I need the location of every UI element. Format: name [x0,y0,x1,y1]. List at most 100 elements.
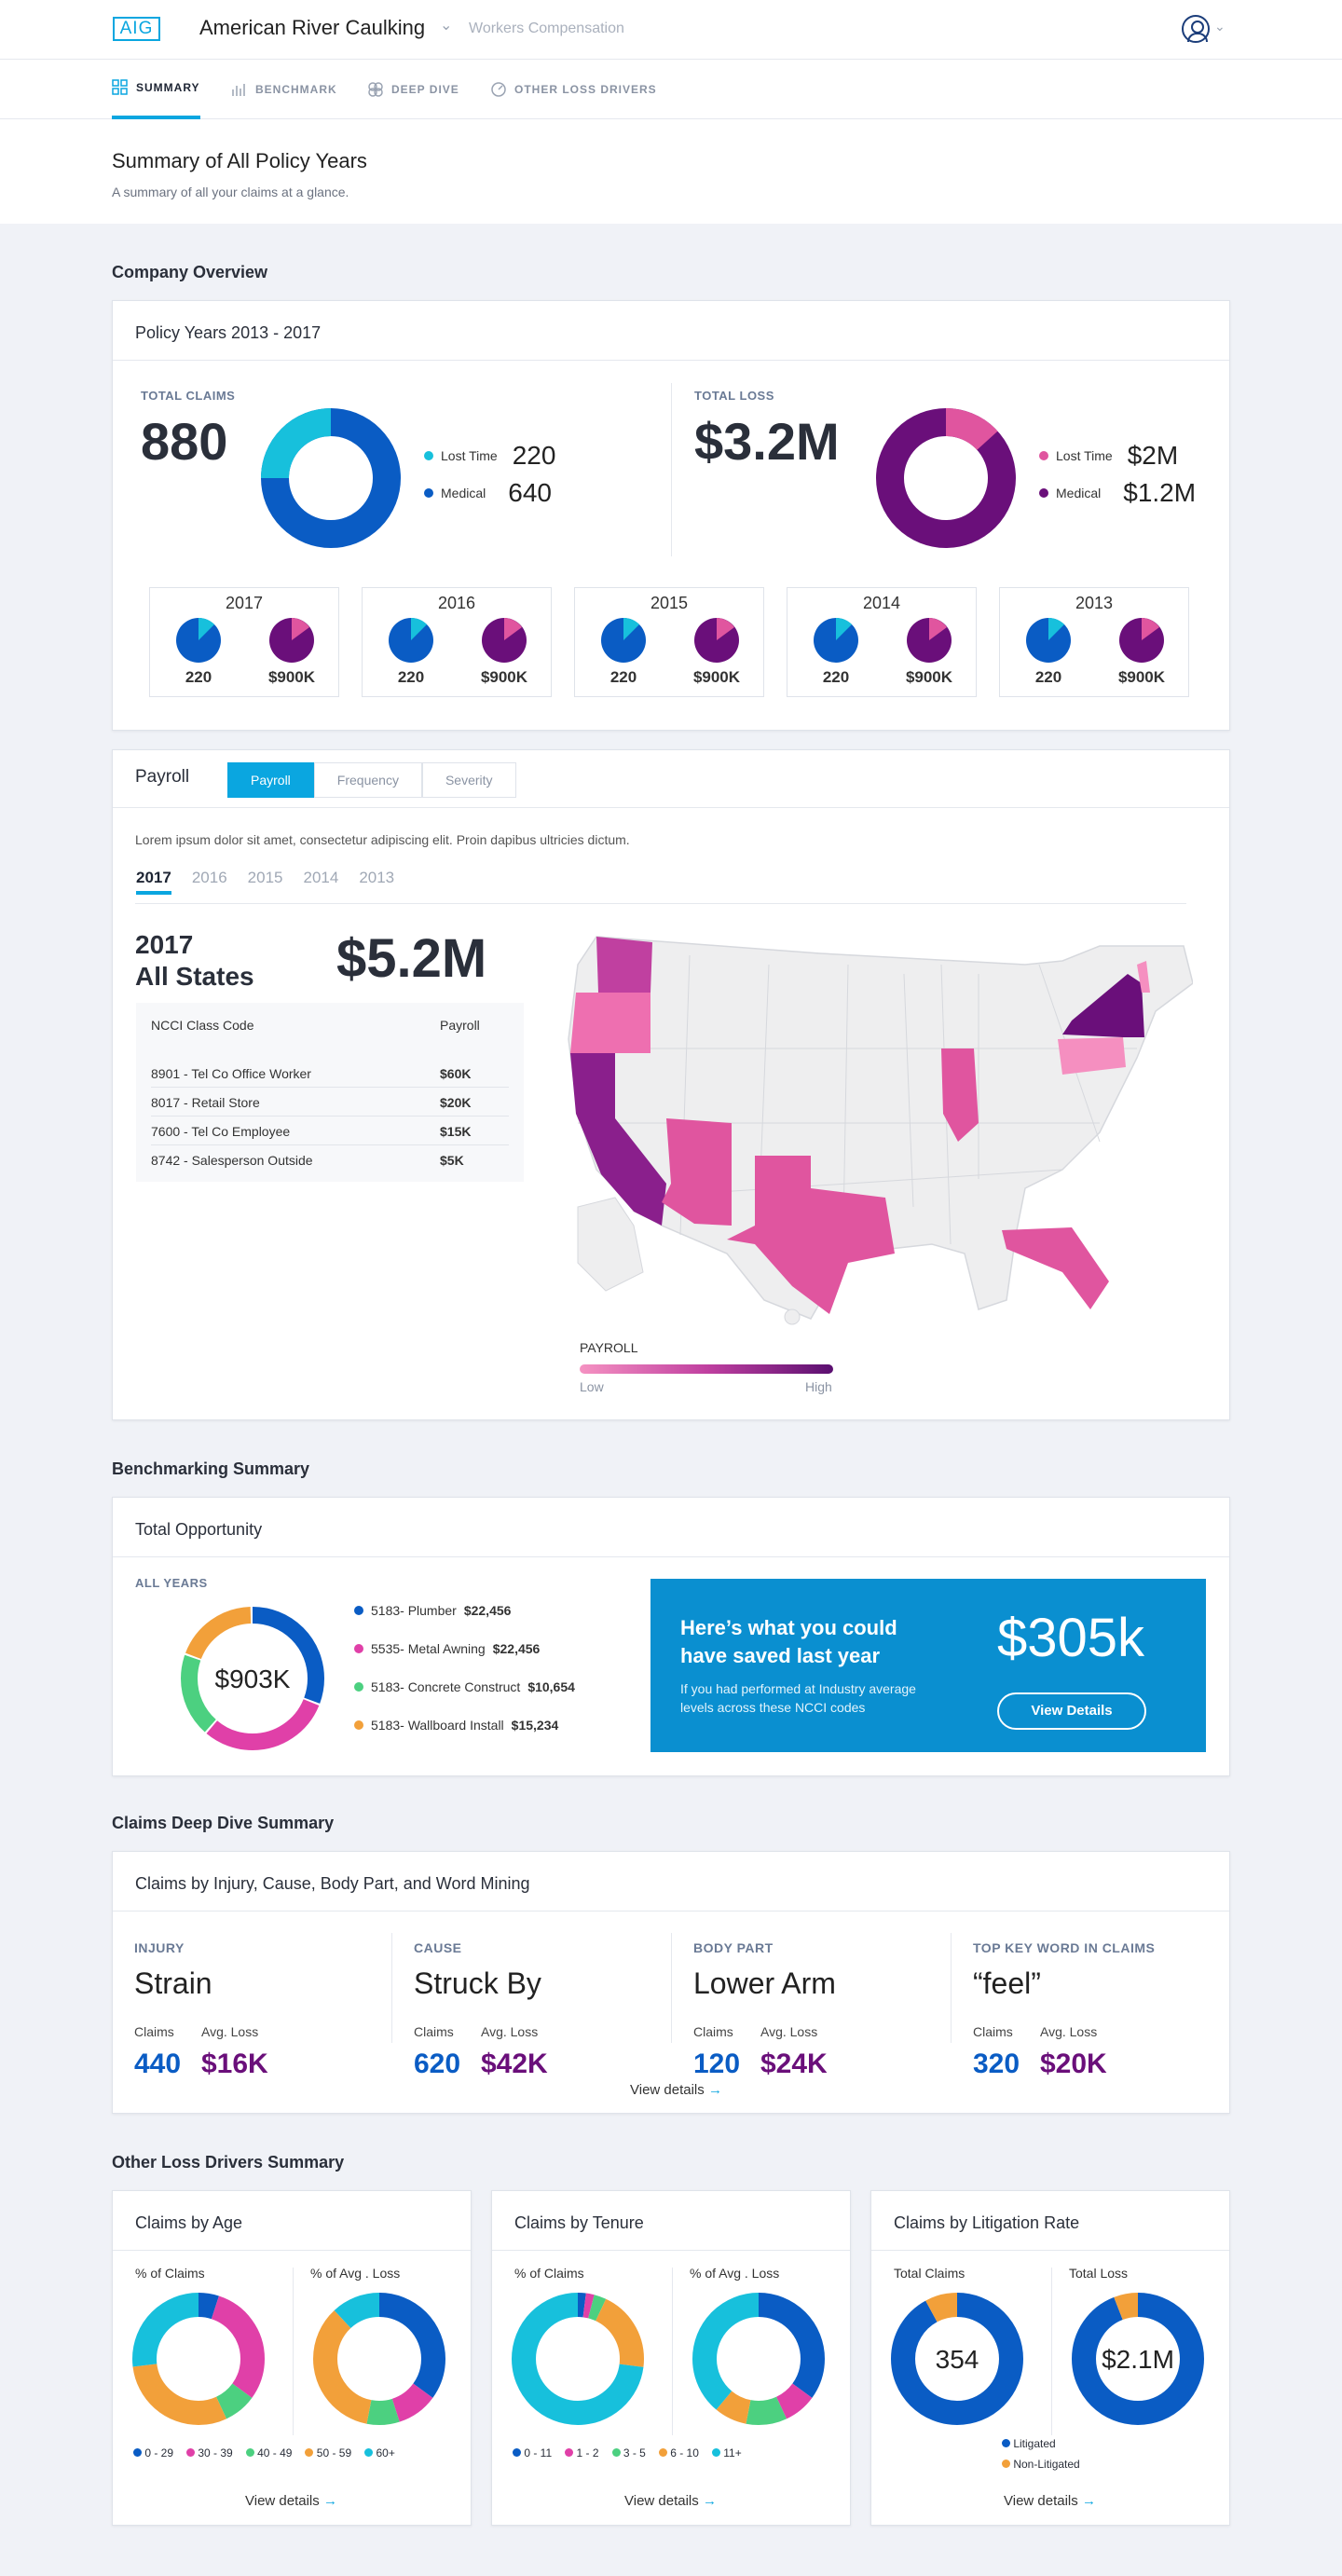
tab-payroll[interactable]: Payroll [227,762,314,798]
divider [672,2268,673,2435]
legend-item: 40 - 49 [245,2446,293,2460]
year-claims: 220 [1034,668,1062,686]
avg-loss-value: $16K [201,2048,268,2079]
tab-benchmark[interactable]: BENCHMARK [231,60,337,119]
claims-by-tenure-card: Claims by Tenure % of Claims % of Avg . … [491,2190,851,2526]
pie-lost-time [836,617,852,640]
ncci-table: NCCI Class Code Payroll 8901 - Tel Co Of… [136,1003,524,1182]
donut-segment [313,2293,445,2425]
arrow-right-icon: → [1081,2493,1096,2509]
us-payroll-map[interactable] [541,927,1193,1337]
year-summary-2015[interactable]: 2015 220 $900K [574,587,764,697]
legend-lost-time-label: Lost Time [441,448,498,463]
year-loss: $900K [692,668,741,686]
aig-logo[interactable]: AIG [113,17,160,41]
legend-lost-time-loss: Lost Time $2M [1039,441,1178,471]
grid-icon [112,79,128,95]
legend-item: 50 - 59 [305,2446,351,2460]
claims-value: 440 [134,2048,182,2079]
tab-severity[interactable]: Severity [421,762,516,798]
litigation-legend: Litigated Non-Litigated [1002,2433,1080,2474]
age-view-details-link[interactable]: View details → [245,2493,337,2509]
state-vermont [1137,961,1150,993]
arrow-right-icon: → [322,2493,337,2509]
legend-lost-time-loss-label: Lost Time [1056,448,1113,463]
avg-loss-label: Avg. Loss [201,2024,259,2039]
tenure-left-label: % of Claims [514,2266,584,2281]
legend-dot [354,1720,363,1730]
legend-item: 3 - 5 [611,2446,646,2460]
divider [671,1933,672,2043]
legend-item-name: 5183- Concrete Construct [371,1679,521,1694]
donut-segment [132,2293,265,2425]
pie-lost-time [411,617,427,640]
deep-dive-title: Claims by Injury, Cause, Body Part, and … [113,1852,1229,1911]
year-title: 2016 [437,594,476,612]
donut-segment [692,2293,825,2425]
deep-dive-value: Lower Arm [693,1966,836,2000]
tab-other-loss-drivers[interactable]: OTHER LOSS DRIVERS [490,60,657,119]
donut-segment [313,2293,445,2425]
claims-value: 120 [693,2048,741,2079]
year-tab-2015[interactable]: 2015 [247,869,283,886]
gauge-icon [491,82,506,97]
legend-item-value: $22,456 [463,1603,512,1618]
user-avatar-icon[interactable] [1182,15,1210,43]
deep-dive-column: BODY PART Lower Arm Claims Avg. Loss 120… [693,1940,954,2079]
year-loss: $900K [1117,668,1166,686]
year-tab-2013[interactable]: 2013 [359,869,395,886]
legend-medical-value: 640 [508,478,552,507]
view-details-button[interactable]: View Details [997,1692,1146,1730]
legend-dot [1039,488,1048,498]
year-tab-2016[interactable]: 2016 [191,869,227,886]
deep-dive-label: BODY PART [693,1940,774,1955]
legend-item: 11+ [711,2446,742,2460]
year-claims-pie [389,617,433,663]
arrow-right-icon: → [707,2082,722,2098]
product-name: Workers Compensation [469,21,624,36]
ncci-code: 8742 - Salesperson Outside [151,1153,313,1168]
year-summary-2016[interactable]: 2016 220 $900K [362,587,552,697]
legend-label: 1 - 2 [576,2446,599,2460]
legend-dot [1002,2439,1010,2447]
year-tab-2014[interactable]: 2014 [303,869,339,886]
company-name[interactable]: American River Caulking [199,16,426,39]
year-summary-2013[interactable]: 2013 220 $900K [999,587,1189,697]
payroll-year-tabs: 2017 2016 2015 2014 2013 [136,869,394,895]
legend-dot [354,1606,363,1615]
policy-years-title: Policy Years 2013 - 2017 [113,301,1229,361]
year-summary-2017[interactable]: 2017 220 $900K [149,587,339,697]
table-row: 8901 - Tel Co Office Worker $60K [151,1061,509,1088]
deep-dive-value: “feel” [973,1966,1041,2000]
donut-lost-time [261,408,401,548]
year-summary-2014[interactable]: 2014 220 $900K [787,587,977,697]
donut-segment [1072,2293,1204,2425]
tab-deep-dive[interactable]: DEEP DIVE [367,60,459,119]
total-loss-value: $3.2M [694,412,840,471]
deep-dive-view-details-link[interactable]: View details → [630,2082,722,2098]
claims-label: Claims [973,2024,1013,2039]
deep-dive-column: CAUSE Struck By Claims Avg. Loss 620 $42… [414,1940,675,2079]
total-opportunity-title: Total Opportunity [113,1498,1229,1557]
year-claims: 220 [609,668,637,686]
claims-by-age-card: Claims by Age % of Claims % of Avg . Los… [112,2190,472,2526]
pie-lost-time-loss [717,618,734,640]
litigation-view-details-link[interactable]: View details → [1004,2493,1096,2509]
ncci-value: $5K [440,1153,464,1168]
ncci-code: 7600 - Tel Co Employee [151,1124,291,1139]
legend-label: 0 - 29 [144,2446,174,2460]
pie-lost-time-loss [929,618,947,640]
legend-label: 40 - 49 [257,2446,293,2460]
payroll-legend-low: Low [580,1379,604,1394]
year-claims-pie [1026,617,1071,663]
view-details-label: View details [245,2493,320,2509]
state-illinois [941,1048,979,1142]
company-dropdown-chevron-icon[interactable]: ⌄ [440,18,453,34]
tenure-view-details-link[interactable]: View details → [624,2493,717,2509]
litigation-right-donut: $2.1M [1072,2293,1204,2425]
user-menu-chevron-icon[interactable]: ⌄ [1214,19,1226,34]
year-loss-pie [269,618,314,663]
tab-frequency[interactable]: Frequency [313,762,422,798]
year-tab-2017[interactable]: 2017 [136,869,171,895]
tab-summary[interactable]: SUMMARY [112,60,200,119]
